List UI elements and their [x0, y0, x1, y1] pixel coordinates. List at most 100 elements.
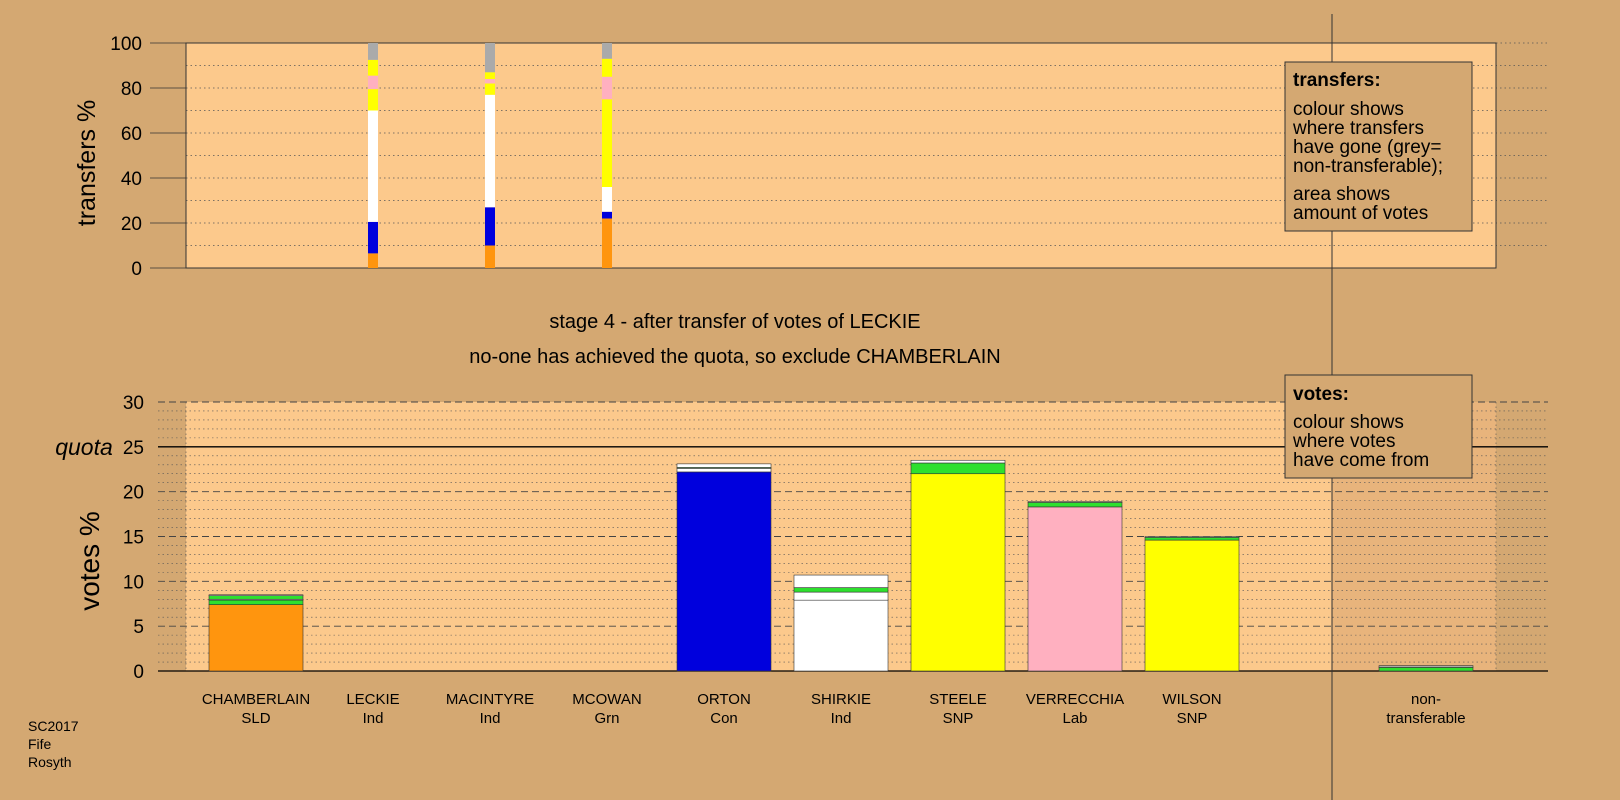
stage-title: stage 4 - after transfer of votes of LEC… [549, 311, 920, 333]
vote-segment-Ind [1144, 536, 1240, 538]
vote-segment-Ind [793, 591, 889, 601]
candidate-name: MCOWAN [572, 691, 641, 708]
transfers-legend-title: transfers: [1293, 70, 1381, 91]
transfers-legend-line: area shows [1293, 184, 1390, 205]
transfer-segment-Lab [485, 79, 495, 84]
transfers-legend-line: non-transferable); [1293, 156, 1443, 177]
vote-segment-Ind [1027, 501, 1123, 503]
vote-segment-Grn [1144, 537, 1240, 541]
candidate-name: STEELE [929, 691, 987, 708]
transfer-segment-SLD [485, 245, 495, 268]
transfer-segment-Ind [485, 94, 495, 208]
candidate-name: WILSON [1162, 691, 1221, 708]
candidate-party: Ind [363, 710, 384, 727]
candidate-party: Lab [1062, 710, 1087, 727]
transfer-segment-nontransferable [368, 43, 378, 60]
transfers-y-tick: 40 [121, 169, 142, 190]
votes-legend-title: votes: [1293, 384, 1349, 405]
transfers-y-tick: 20 [121, 214, 142, 235]
transfer-segment-Con [485, 207, 495, 246]
vote-segment-SLD [208, 604, 304, 672]
stage-subtitle: no-one has achieved the quota, so exclud… [469, 346, 1000, 368]
transfer-segment-SNP [485, 72, 495, 79]
transfer-segment-SNP [602, 99, 612, 187]
votes-y-tick: 25 [123, 438, 144, 459]
candidate-name: ORTON [697, 691, 751, 708]
candidate-party: SNP [1177, 710, 1208, 727]
vote-segment-Lab [1027, 506, 1123, 672]
footer-council: Fife [28, 736, 52, 752]
transfer-segment-SNP [368, 89, 378, 111]
candidate-name: LECKIE [346, 691, 399, 708]
vote-segment-Grn [208, 595, 304, 600]
transfer-segment-Lab [368, 75, 378, 90]
candidate-labels: CHAMBERLAIN SLD LECKIE Ind MACINTYRE Ind MCOWA… [202, 691, 1466, 727]
votes-legend-line: have come from [1293, 450, 1429, 471]
vote-segment-Ind [910, 459, 1006, 464]
votes-y-axis: 0 5 10 15 20 25 30 [123, 393, 144, 683]
vote-segment-Grn [910, 462, 1006, 475]
transfer-segment-Con [368, 221, 378, 254]
vote-segment-nontransferable [1378, 665, 1474, 668]
transfers-bars [368, 43, 612, 268]
vote-segment-Con [676, 471, 772, 672]
transfer-segment-nontransferable [602, 43, 612, 59]
votes-y-tick: 5 [133, 617, 144, 638]
quota-label: quota [55, 434, 113, 460]
candidate-party: Con [710, 710, 738, 727]
votes-legend: votes: colour shows where votes have com… [1284, 374, 1473, 479]
votes-legend-line: where votes [1292, 431, 1395, 452]
transfer-segment-Lab [602, 76, 612, 100]
candidate-name: SHIRKIE [811, 691, 871, 708]
transfer-segment-SNP [368, 59, 378, 76]
transfers-legend: transfers: colour shows where transfers … [1284, 61, 1473, 232]
transfer-segment-Ind [368, 110, 378, 222]
transfers-legend-line: where transfers [1292, 118, 1424, 139]
candidate-name: MACINTYRE [446, 691, 534, 708]
vote-segment-SNP [910, 473, 1006, 672]
transfer-segment-Ind [602, 187, 612, 212]
footer-election: SC2017 [28, 718, 79, 734]
vote-segment-Grn [793, 587, 889, 593]
transfers-y-tick: 0 [131, 259, 142, 280]
transfer-segment-Con [602, 211, 612, 219]
transfer-segment-SLD [602, 218, 612, 268]
votes-legend-line: colour shows [1293, 412, 1404, 433]
transfers-y-label: transfers % [73, 100, 101, 226]
vote-segment-Grn [1378, 667, 1474, 672]
votes-y-tick: 30 [123, 393, 144, 414]
candidate-party: Ind [831, 710, 852, 727]
vote-segment-Ind [676, 468, 772, 473]
transfers-y-tick: 100 [110, 34, 142, 55]
candidate-party: Grn [594, 710, 619, 727]
votes-y-label: votes % [74, 511, 105, 611]
transfer-segment-nontransferable [485, 43, 495, 73]
transfers-y-tick: 60 [121, 124, 142, 145]
transfers-legend-line: amount of votes [1293, 203, 1428, 224]
transfers-plot-frame [185, 42, 1497, 269]
candidate-name: VERRECCHIA [1026, 691, 1124, 708]
transfer-segment-SNP [485, 83, 495, 95]
vote-segment-Grn [208, 599, 304, 605]
votes-y-tick: 0 [133, 662, 144, 683]
transfers-y-axis: 0 20 40 60 80 100 [110, 34, 186, 280]
transfers-legend-line: have gone (grey= [1293, 137, 1441, 158]
transfers-plot-area [186, 43, 1496, 268]
vote-segment-Ind [793, 599, 889, 672]
transfer-segment-SLD [368, 253, 378, 268]
votes-y-tick: 15 [123, 528, 144, 549]
votes-bars [208, 459, 1474, 672]
candidate-party: SLD [241, 710, 270, 727]
candidate-party: Ind [480, 710, 501, 727]
vote-segment-Ind [793, 574, 889, 588]
transfer-segment-SNP [602, 58, 612, 77]
candidate-name: CHAMBERLAIN [202, 691, 310, 708]
votes-y-tick: 10 [123, 572, 144, 593]
votes-y-tick: 20 [123, 483, 144, 504]
vote-segment-SNP [1144, 539, 1240, 672]
vote-segment-Ind [676, 463, 772, 468]
candidate-party: transferable [1386, 710, 1465, 727]
candidate-name: non- [1411, 691, 1441, 708]
